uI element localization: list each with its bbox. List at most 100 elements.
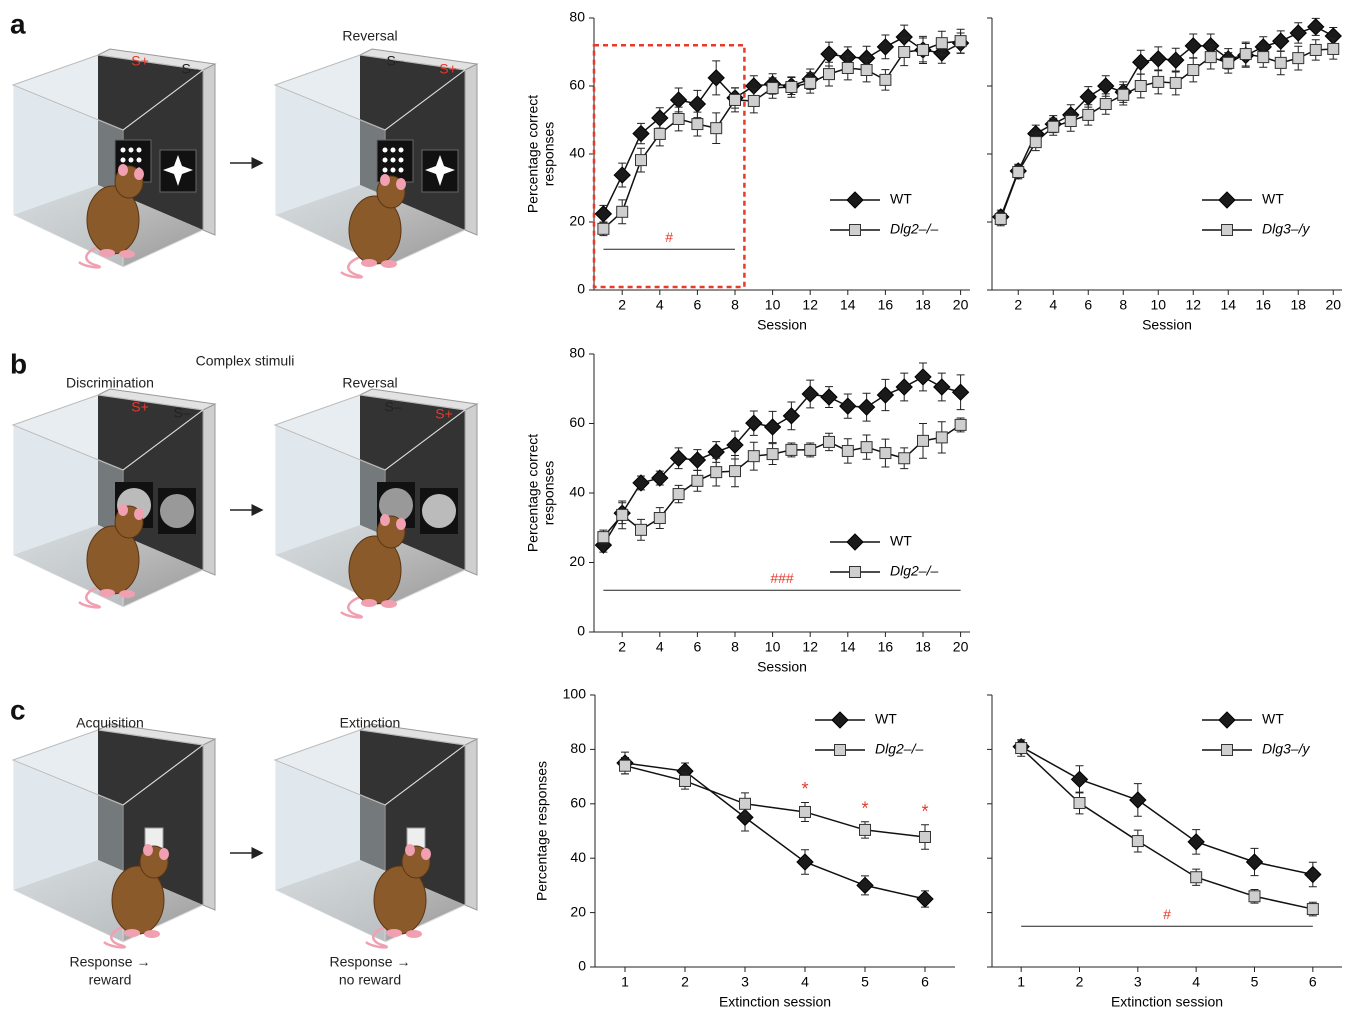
marker [1118, 89, 1129, 100]
marker [617, 509, 628, 520]
x-tick-label: 2 [618, 297, 626, 313]
marker [1185, 38, 1201, 54]
x-tick-label: 12 [1185, 297, 1201, 313]
series-line [603, 37, 960, 214]
phase-label: Reversal [342, 375, 397, 391]
x-tick-label: 6 [694, 297, 702, 313]
marker [692, 475, 703, 486]
marker [1013, 167, 1024, 178]
x-tick-label: 5 [1251, 974, 1259, 990]
x-tick-label: 20 [953, 639, 969, 655]
marker [1133, 54, 1149, 70]
marker [936, 38, 947, 49]
significance-label: # [665, 229, 673, 245]
x-axis-label: Session [757, 659, 807, 675]
marker [1305, 867, 1321, 883]
marker [767, 83, 778, 94]
x-tick-label: 4 [656, 639, 664, 655]
legend-label: Dlg2–/– [890, 221, 938, 237]
marker [598, 532, 609, 543]
x-axis-label: Session [1142, 317, 1192, 333]
y-tick-label: 60 [569, 77, 585, 93]
panel-letter: b [10, 348, 27, 379]
marker [1258, 52, 1269, 63]
x-tick-label: 16 [878, 639, 894, 655]
marker [614, 167, 630, 183]
y-axis-label: Percentage correct [525, 434, 541, 552]
legend-marker [850, 225, 861, 236]
marker [1153, 76, 1164, 87]
marker [955, 36, 966, 47]
marker [824, 69, 835, 80]
caption: reward [89, 972, 132, 988]
phase-label: Discrimination [66, 375, 154, 391]
legend-label: WT [890, 533, 912, 549]
legend-marker [835, 745, 846, 756]
x-tick-label: 2 [1076, 974, 1084, 990]
marker [1130, 792, 1146, 808]
stimulus-label: S+ [131, 53, 149, 69]
x-tick-label: 18 [915, 639, 931, 655]
y-tick-label: 40 [569, 145, 585, 161]
marker [620, 760, 631, 771]
marker [934, 379, 950, 395]
phase-label: Extinction [340, 715, 401, 731]
marker [598, 223, 609, 234]
x-tick-label: 20 [953, 297, 969, 313]
marker [955, 419, 966, 430]
marker [877, 387, 893, 403]
x-tick-label: 6 [694, 639, 702, 655]
significance-star: * [861, 799, 868, 819]
legend-label: WT [1262, 191, 1284, 207]
marker [1168, 52, 1184, 68]
marker [708, 444, 724, 460]
x-tick-label: 12 [802, 639, 818, 655]
caption: Response → [70, 954, 151, 970]
x-tick-label: 16 [1255, 297, 1271, 313]
x-axis-label: Extinction session [719, 994, 831, 1010]
marker [1290, 25, 1306, 41]
marker [880, 74, 891, 85]
marker [1188, 834, 1204, 850]
panel-letter: a [10, 8, 26, 39]
marker [1308, 19, 1324, 35]
y-axis-label: Percentage correct [525, 95, 541, 213]
legend-label: Dlg2–/– [875, 741, 923, 757]
stimulus-label: S+ [131, 399, 149, 415]
x-tick-label: 3 [1134, 974, 1142, 990]
marker [1048, 121, 1059, 132]
legend-label: WT [875, 711, 897, 727]
significance-label: # [1163, 906, 1171, 922]
x-tick-label: 10 [765, 297, 781, 313]
marker [1191, 872, 1202, 883]
x-tick-label: 4 [656, 297, 664, 313]
marker [800, 806, 811, 817]
legend-marker [1219, 192, 1235, 208]
marker [860, 824, 871, 835]
illustration-b [13, 389, 477, 617]
stimulus-label: S– [181, 61, 198, 77]
marker [1328, 43, 1339, 54]
marker [1030, 137, 1041, 148]
marker [1293, 53, 1304, 64]
caption: Response → [330, 954, 411, 970]
legend-marker [1222, 225, 1233, 236]
marker [1083, 109, 1094, 120]
x-tick-label: 18 [1290, 297, 1306, 313]
marker [1150, 51, 1166, 67]
x-tick-label: 14 [840, 297, 856, 313]
x-tick-label: 14 [1220, 297, 1236, 313]
stimulus-label: S+ [439, 61, 457, 77]
x-tick-label: 8 [731, 639, 739, 655]
marker [896, 379, 912, 395]
marker [1098, 78, 1114, 94]
marker [689, 96, 705, 112]
illustration-c [13, 724, 477, 947]
panel-letter: c [10, 694, 26, 725]
marker [654, 513, 665, 524]
x-tick-label: 20 [1325, 297, 1341, 313]
stimulus-label: S+ [435, 406, 453, 422]
y-axis-label: responses [541, 122, 557, 187]
marker [1100, 99, 1111, 110]
marker [805, 444, 816, 455]
